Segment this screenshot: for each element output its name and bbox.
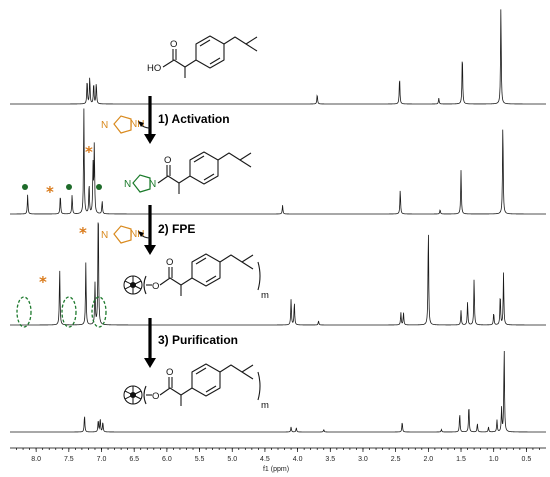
step-label-activation: 1) Activation bbox=[158, 112, 230, 126]
marker-star-3: * bbox=[79, 224, 87, 242]
highlight-ellipse-3 bbox=[91, 296, 107, 328]
nmr-spectra bbox=[10, 9, 546, 433]
x-axis-ticks: 8.0 7.5 7.0 6.5 6.0 5.5 5.0 4.5 4.0 3.5 3.0 2.5 2.0 1… bbox=[16, 448, 540, 463]
imidazole-free-1: N NH bbox=[101, 115, 151, 134]
x-tick-label-6: 5.0 bbox=[227, 456, 237, 463]
x-tick-label-7: 4.5 bbox=[260, 456, 270, 463]
imidazole-nh-label-2: NH bbox=[130, 229, 144, 240]
spectrum-line-2 bbox=[10, 108, 546, 215]
hydroxyl-label: HO bbox=[147, 63, 161, 74]
x-tick-label-0: 8.0 bbox=[31, 456, 41, 463]
imidazole-nh-label: NH bbox=[130, 119, 144, 130]
dendrimer-icon bbox=[123, 275, 143, 295]
highlight-ellipse-1 bbox=[16, 296, 32, 328]
marker-star-1: * bbox=[46, 183, 54, 201]
repeat-unit-m-label-2: m bbox=[261, 400, 269, 411]
step-arrow-2 bbox=[144, 205, 156, 255]
marker-dot-3 bbox=[96, 184, 102, 190]
ester-o-label: O bbox=[152, 281, 159, 292]
dendrimer-ester-structure-1: O O m bbox=[123, 253, 269, 301]
spectrum-line-3 bbox=[10, 222, 546, 326]
step-label-purification: 3) Purification bbox=[158, 333, 238, 347]
imidazole-bound-n1-label: N bbox=[124, 179, 131, 190]
marker-dot-2 bbox=[66, 184, 72, 190]
marker-star-4: * bbox=[39, 273, 47, 291]
x-tick-label-10: 3.0 bbox=[358, 456, 368, 463]
spectrum-line-1 bbox=[10, 9, 546, 105]
x-tick-label-14: 1.0 bbox=[489, 456, 499, 463]
imidazole-n-label-2: N bbox=[101, 230, 108, 241]
marker-dot-1 bbox=[22, 184, 28, 190]
imidazole-n-label: N bbox=[101, 120, 108, 131]
x-axis-label: f1 (ppm) bbox=[263, 466, 289, 473]
step-label-fpe: 2) FPE bbox=[158, 222, 195, 236]
ester-o-label-2: O bbox=[152, 391, 159, 402]
x-axis: 8.0 7.5 7.0 6.5 6.0 5.5 5.0 4.5 4.0 3.5 3.0 2.5 2.0 1… bbox=[10, 447, 546, 473]
x-tick-label-4: 6.0 bbox=[162, 456, 172, 463]
ester-carbonyl-o-label-2: O bbox=[166, 367, 173, 378]
ibuprofen-structure: HO O bbox=[147, 35, 258, 78]
repeat-unit-m-label: m bbox=[261, 290, 269, 301]
acyl-imidazole-structure: N N O bbox=[124, 151, 252, 194]
x-tick-label-8: 4.0 bbox=[293, 456, 303, 463]
marker-star-2: * bbox=[85, 143, 93, 161]
x-tick-label-1: 7.5 bbox=[64, 456, 74, 463]
imidazole-bound-n2-label: N bbox=[149, 179, 156, 190]
x-tick-label-13: 1.5 bbox=[456, 456, 466, 463]
free-imidazole-markers: * * * * bbox=[39, 143, 93, 291]
ester-carbonyl-o-label: O bbox=[166, 257, 173, 268]
dendrimer-icon-2 bbox=[123, 385, 143, 405]
step-arrow-3 bbox=[144, 318, 156, 368]
carbonyl-o-label: O bbox=[170, 39, 177, 50]
x-tick-label-2: 7.0 bbox=[97, 456, 107, 463]
x-tick-label-5: 5.5 bbox=[195, 456, 205, 463]
dendrimer-ester-structure-2: O O m bbox=[123, 363, 269, 411]
acyl-carbonyl-o-label: O bbox=[164, 155, 171, 166]
x-tick-label-9: 3.5 bbox=[325, 456, 335, 463]
x-tick-label-12: 2.0 bbox=[423, 456, 433, 463]
step-arrow-1 bbox=[144, 96, 156, 144]
imidazole-free-2: N NH bbox=[101, 225, 151, 244]
highlight-ellipse-2 bbox=[61, 296, 77, 328]
bound-imidazole-markers bbox=[22, 184, 102, 190]
x-tick-label-11: 2.5 bbox=[391, 456, 401, 463]
x-tick-label-3: 6.5 bbox=[129, 456, 139, 463]
spectrum-line-4 bbox=[10, 350, 546, 433]
missing-peak-highlights bbox=[16, 296, 107, 328]
x-tick-label-15: 0.5 bbox=[522, 456, 532, 463]
